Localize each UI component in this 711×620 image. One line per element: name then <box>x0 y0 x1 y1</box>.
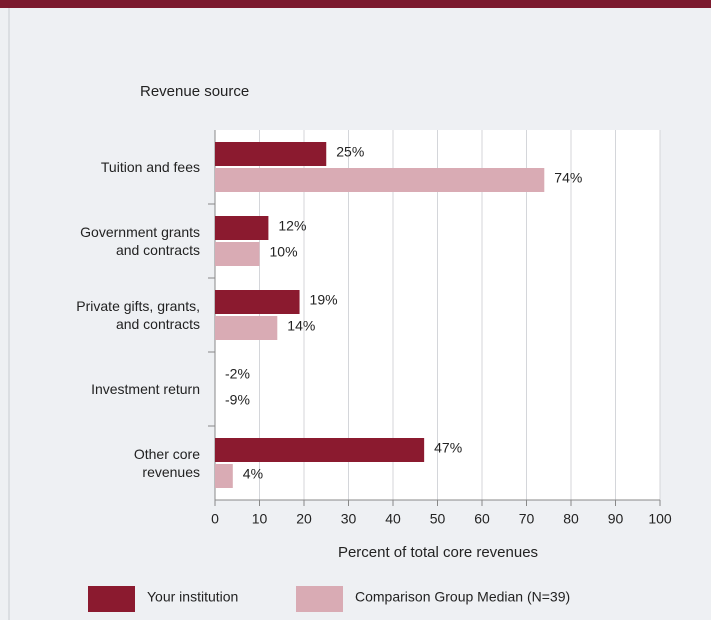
x-tick-label: 60 <box>474 511 490 527</box>
x-tick-label: 50 <box>430 511 446 527</box>
bar <box>215 464 233 488</box>
bars <box>206 142 545 488</box>
x-tick-label: 30 <box>341 511 357 527</box>
value-label: -9% <box>225 392 250 408</box>
x-axis-title: Percent of total core revenues <box>338 544 538 561</box>
bar <box>215 168 545 192</box>
value-label: 4% <box>243 466 263 482</box>
chart-title: Revenue source <box>140 83 249 100</box>
x-tick-label: 20 <box>296 511 312 527</box>
bar <box>215 316 278 340</box>
legend-swatch <box>88 586 135 612</box>
legend-label: Your institution <box>147 589 238 605</box>
y-tick-label: Tuition and fees <box>100 159 200 175</box>
bar <box>215 216 269 240</box>
x-tick-label: 40 <box>385 511 401 527</box>
x-tick-label: 70 <box>519 511 535 527</box>
value-label: 25% <box>336 144 364 160</box>
x-tick-label: 0 <box>211 511 219 527</box>
top-bar <box>0 0 711 8</box>
x-tick-label: 10 <box>252 511 268 527</box>
value-label: -2% <box>225 366 250 382</box>
y-tick-label: Other core revenues <box>133 446 200 480</box>
bar <box>215 242 260 266</box>
value-label: 10% <box>270 244 298 260</box>
y-tick-label: Government grants and contracts <box>80 224 200 258</box>
bar <box>215 142 327 166</box>
x-tick-label: 80 <box>563 511 579 527</box>
x-tick-label: 90 <box>608 511 624 527</box>
y-tick-label: Private gifts, grants, and contracts <box>76 298 200 332</box>
legend-label: Comparison Group Median (N=39) <box>355 589 570 605</box>
value-label: 74% <box>554 170 582 186</box>
value-label: 14% <box>287 318 315 334</box>
value-label: 19% <box>310 292 338 308</box>
y-tick-label: Investment return <box>91 381 200 397</box>
bar <box>215 438 425 462</box>
value-label: 47% <box>434 440 462 456</box>
legend-swatch <box>296 586 343 612</box>
x-tick-label: 100 <box>648 511 672 527</box>
bar <box>206 364 215 388</box>
bar <box>215 290 300 314</box>
value-label: 12% <box>278 218 306 234</box>
